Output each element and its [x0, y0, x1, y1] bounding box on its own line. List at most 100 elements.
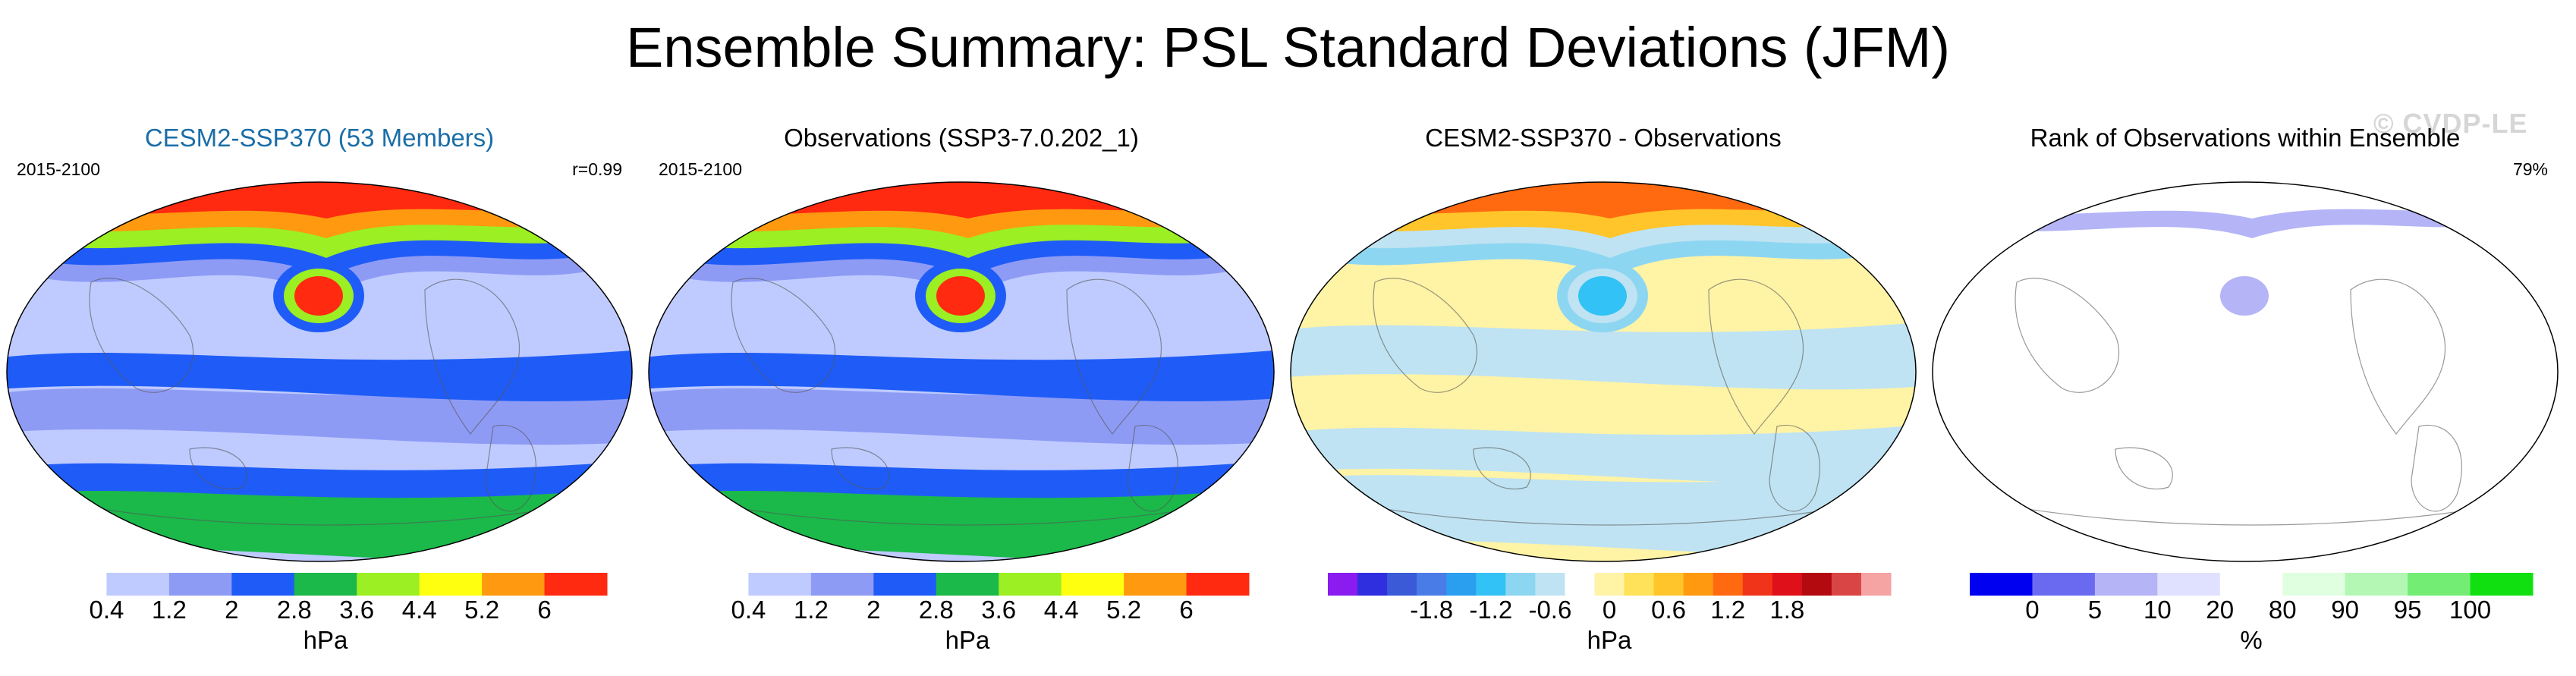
colorbar-tick-label: 100	[2449, 596, 2492, 624]
colorbar-tick-label: 1.2	[1710, 596, 1746, 624]
colorbar-labels: 0.4 1.2 2 2.8 3.6 4.4 5.2 6 hPa	[0, 596, 639, 671]
map-band-2	[1291, 472, 1916, 555]
coastline-3	[2115, 447, 2173, 490]
colorbar-swatch-8	[1565, 573, 1595, 596]
coastline-1	[1066, 278, 1162, 435]
coastline-0	[89, 278, 194, 393]
pattern-correlation: r=0.99	[572, 159, 622, 179]
colorbar-swatch-3	[1417, 573, 1447, 596]
map-outline	[6, 181, 633, 562]
colorbar-swatch-2	[1387, 573, 1417, 596]
colorbar-swatch-4	[1446, 573, 1477, 596]
colorbar-tick-label: 5.2	[1106, 596, 1142, 624]
colorbar-tick-label: 3.6	[981, 596, 1017, 624]
coastline-4	[1986, 501, 2518, 526]
colorbar-swatch-1	[2032, 573, 2096, 596]
colorbar-tick-label: 4.4	[1043, 596, 1079, 624]
colorbar-swatch-5	[357, 573, 420, 596]
coastline-2	[2411, 424, 2462, 512]
coastline-2	[485, 424, 536, 512]
coastline-0	[731, 278, 836, 393]
colorbar-tick-label: 20	[2206, 596, 2235, 624]
map-band-1	[7, 350, 632, 401]
colorbar-swatch-2	[810, 573, 874, 596]
map-outline	[1932, 181, 2559, 562]
colorbar-swatch-7	[482, 573, 546, 596]
panel-difference: CESM2-SSP370 - Observations -1.8 -1.2 -0.6…	[1284, 114, 1923, 676]
colorbar-unit-label: hPa	[945, 626, 990, 654]
colorbar-swatch-2	[2094, 573, 2158, 596]
panel-observations: Observations (SSP3-7.0.202_1) 2015-2100 …	[642, 114, 1281, 676]
coastline-1	[1708, 278, 1804, 435]
colorbar-swatch-5	[2282, 573, 2346, 596]
colorbar-swatch-1	[748, 573, 812, 596]
colorbar-tick-label: 95	[2393, 596, 2422, 624]
map-plot	[648, 181, 1275, 562]
colorbar-tick-label: 1.2	[151, 596, 187, 624]
coastline-1	[424, 278, 521, 435]
colorbar-swatch-2	[168, 573, 232, 596]
colorbar-swatch-14	[1742, 573, 1773, 596]
watermark: © CVDP-LE	[2373, 108, 2528, 139]
colorbar-tick-label: 2	[225, 596, 239, 624]
map-hotspot-ring-2	[936, 276, 985, 316]
colorbar-swatch-5	[1476, 573, 1506, 596]
colorbar-tick-label: 10	[2143, 596, 2172, 624]
colorbar-tick-label: 4.4	[401, 596, 437, 624]
colorbar-swatch-4	[936, 573, 999, 596]
colorbar-swatch-6	[1061, 573, 1124, 596]
coastline-4	[1344, 501, 1876, 526]
colorbar-swatch-6	[419, 573, 483, 596]
colorbar-swatch-4	[2219, 573, 2283, 596]
map-hotspot-ring-2	[294, 276, 343, 316]
map-band-3	[649, 488, 1274, 561]
colorbar-tick-label: -1.8	[1410, 596, 1454, 624]
rank-percent: 79%	[2512, 159, 2548, 179]
map-band-3	[7, 488, 632, 561]
colorbar-tick-label: 6	[537, 596, 552, 624]
colorbar-unit-label: hPa	[1587, 626, 1632, 654]
colorbar-swatch-8	[2470, 573, 2534, 596]
period-label: 2015-2100	[17, 159, 100, 179]
coastline-3	[831, 447, 889, 490]
colorbar-swatch-3	[2157, 573, 2221, 596]
colorbar-tick-label: 0.4	[89, 596, 124, 624]
coastline-2	[1127, 424, 1178, 512]
map-band-1	[1291, 425, 1916, 485]
coastline-2	[1769, 424, 1820, 512]
colorbar-tick-label: 0	[1602, 596, 1617, 624]
map-plot	[1290, 181, 1917, 562]
colorbar-tick-label: 2.8	[918, 596, 954, 624]
colorbar	[44, 573, 608, 596]
map-outline	[1290, 181, 1917, 562]
colorbar-swatch-3	[873, 573, 937, 596]
page-title: Ensemble Summary: PSL Standard Deviation…	[625, 16, 1951, 79]
colorbar-swatch-10	[1624, 573, 1655, 596]
colorbar-labels: 0.4 1.2 2 2.8 3.6 4.4 5.2 6 hPa	[642, 596, 1281, 671]
colorbar-tick-label: 2.8	[276, 596, 312, 624]
map-hotspot-ring-2	[1578, 276, 1627, 316]
panel-title: CESM2-SSP370 - Observations	[1425, 124, 1782, 152]
colorbar-swatch-8	[544, 573, 608, 596]
panel-title: CESM2-SSP370 (53 Members)	[144, 124, 495, 152]
colorbar-unit-label: hPa	[303, 626, 348, 654]
colorbar-unit-label: %	[2240, 626, 2263, 654]
panel-rank: Rank of Observations within Ensemble 79%…	[1926, 114, 2565, 676]
colorbar	[1328, 573, 1892, 596]
colorbar-swatch-18	[1860, 573, 1892, 596]
coastline-1	[2350, 278, 2446, 435]
map-plot	[6, 181, 633, 562]
colorbar-labels: -1.8 -1.2 -0.6 0 0.6 1.2 1.8 hPa	[1284, 596, 1923, 671]
coastline-3	[1473, 447, 1531, 490]
colorbar-swatch-7	[1124, 573, 1187, 596]
colorbar-tick-label: 3.6	[339, 596, 375, 624]
panel-title: Rank of Observations within Ensemble	[2030, 124, 2461, 152]
panel-cesm2-ssp370: CESM2-SSP370 (53 Members) 2015-2100 r=0.…	[0, 114, 639, 676]
period-label: 2015-2100	[659, 159, 742, 179]
coastline-3	[189, 447, 247, 490]
colorbar-swatch-6	[1505, 573, 1536, 596]
colorbar-swatch-3	[231, 573, 295, 596]
coastline-4	[60, 501, 593, 526]
colorbar-swatch-7	[1535, 573, 1565, 596]
coastline-0	[2015, 278, 2120, 393]
